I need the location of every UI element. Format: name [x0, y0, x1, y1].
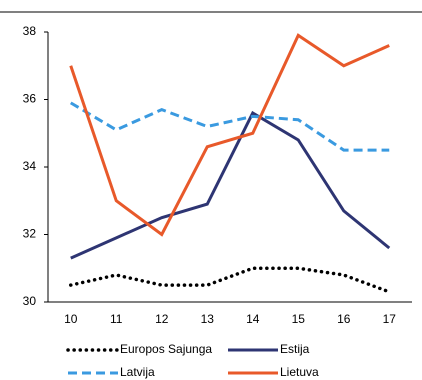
x-tick-label: 12: [155, 312, 169, 326]
y-tick-label: 36: [23, 92, 37, 106]
y-tick-label: 38: [23, 24, 37, 38]
x-tick-label: 13: [201, 312, 215, 326]
x-tick-label: 16: [337, 312, 351, 326]
x-tick-label: 11: [110, 312, 123, 326]
y-tick-label: 32: [23, 227, 37, 241]
x-tick-label: 15: [292, 312, 306, 326]
legend-label: Europos Sajunga: [120, 342, 212, 356]
legend-label: Lietuva: [280, 365, 319, 379]
series-line: [70, 110, 391, 260]
series-line: [69, 101, 390, 152]
x-tick-label: 14: [246, 312, 260, 326]
x-tick-label: 17: [383, 312, 397, 326]
legend-label: Latvija: [120, 365, 155, 379]
series-line: [69, 33, 390, 237]
series-line: [69, 266, 391, 294]
legend-label: Estija: [280, 342, 310, 356]
y-tick-label: 34: [23, 159, 37, 173]
x-tick-label: 10: [64, 312, 78, 326]
y-tick-label: 30: [23, 294, 37, 308]
